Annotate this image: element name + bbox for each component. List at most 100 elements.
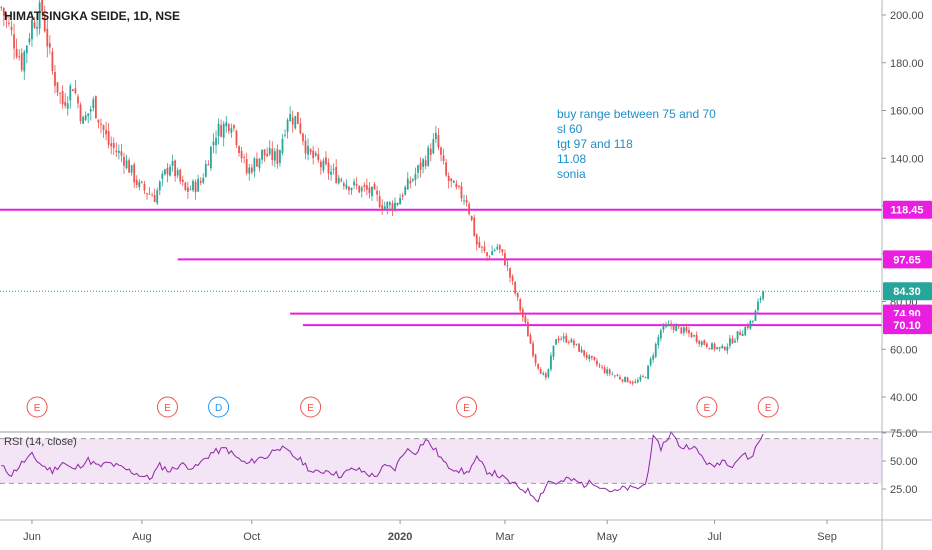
candle-body	[458, 185, 460, 187]
candle-body	[565, 335, 568, 343]
event-marker[interactable]: D	[208, 396, 230, 418]
candle-body	[399, 197, 401, 205]
candle-body	[284, 135, 286, 136]
candle-body	[728, 338, 731, 347]
candle-body	[48, 43, 51, 48]
candle-body	[184, 182, 187, 191]
event-marker[interactable]: E	[26, 396, 48, 418]
candle-body	[455, 183, 458, 188]
candle-body	[629, 381, 632, 383]
candle-body	[105, 129, 107, 135]
candle-body	[281, 138, 284, 154]
candle-body	[268, 148, 271, 155]
candle-body	[258, 158, 261, 168]
candle-body	[312, 150, 315, 159]
rsi-tick-label: 50.00	[890, 456, 918, 468]
candle-body	[243, 157, 246, 158]
candle-body	[140, 181, 143, 183]
event-marker[interactable]: E	[696, 396, 718, 418]
candle-body	[304, 140, 307, 154]
candle-body	[355, 183, 358, 186]
annotation-line: sl 60	[557, 122, 583, 136]
time-tick-label: May	[597, 531, 618, 543]
candle-body	[427, 147, 430, 166]
price-tag	[883, 316, 932, 335]
annotation-line: buy range between 75 and 70	[557, 107, 716, 121]
candle-body	[161, 173, 164, 179]
horizontal-levels[interactable]	[0, 208, 882, 327]
candle-body	[296, 112, 299, 124]
candle-body	[404, 186, 407, 195]
candle-body	[107, 131, 110, 145]
candle-body	[547, 369, 550, 377]
candle-body	[115, 150, 118, 153]
event-marker[interactable]: E	[156, 396, 178, 418]
candle-body	[13, 34, 15, 49]
price-tag-label: 118.45	[890, 205, 923, 217]
candle-body	[649, 358, 652, 366]
candle-body	[102, 125, 105, 130]
candle-body	[639, 376, 642, 381]
candle-body	[66, 103, 69, 109]
candle-body	[100, 123, 102, 125]
event-circle	[300, 396, 322, 418]
candle-body	[516, 292, 519, 298]
candle-body	[721, 345, 724, 349]
candle-body	[194, 181, 197, 193]
candle-body	[665, 325, 667, 327]
candle-body	[534, 354, 537, 364]
rsi-tick-label: 75.00	[890, 428, 918, 440]
candle-body	[432, 139, 435, 154]
candle-body	[74, 88, 77, 94]
candle-body	[253, 158, 256, 172]
candle-body	[340, 179, 343, 182]
candle-body	[654, 344, 657, 357]
candle-body	[54, 72, 56, 86]
candle-body	[286, 120, 289, 132]
candle-body	[8, 22, 10, 24]
candle-body	[409, 180, 412, 184]
candle-body	[18, 56, 21, 58]
candle-body	[690, 332, 693, 338]
candle-body	[179, 169, 182, 182]
candle-body	[680, 327, 683, 334]
candle-body	[332, 168, 335, 171]
candle-body	[524, 316, 527, 323]
candle-body	[511, 276, 514, 281]
candle-body	[731, 338, 734, 344]
rsi-pane[interactable]: 75.00 50.00 25.00 RSI (14, close)	[0, 428, 918, 503]
candle-body	[498, 244, 501, 250]
candle-body	[117, 150, 120, 153]
event-marker[interactable]: E	[300, 396, 322, 418]
candle-body	[667, 324, 670, 326]
rsi-label: RSI (14, close)	[4, 436, 77, 448]
candle-body	[465, 200, 468, 203]
candle-body	[135, 179, 138, 186]
candle-body	[585, 354, 588, 358]
candle-body	[299, 123, 302, 134]
candle-body	[363, 184, 366, 187]
event-circle	[456, 396, 478, 418]
candle-body	[120, 151, 123, 156]
rsi-line	[1, 430, 764, 503]
candle-body	[230, 128, 233, 133]
event-marker[interactable]: E	[456, 396, 478, 418]
candle-body	[762, 291, 765, 299]
candle-body	[360, 187, 363, 192]
candle-body	[31, 19, 33, 40]
candle-body	[677, 324, 680, 327]
candle-body	[25, 45, 28, 53]
price-tick-label: 40.00	[890, 392, 918, 404]
candle-body	[537, 363, 540, 369]
event-marker[interactable]: E	[757, 396, 779, 418]
candle-body	[685, 327, 688, 332]
candle-body	[496, 246, 499, 250]
candle-body	[468, 204, 471, 214]
candle-body	[652, 355, 655, 360]
candle-body	[256, 158, 258, 167]
candle-body	[424, 160, 427, 167]
candle-body	[590, 355, 593, 358]
candle-body	[570, 339, 573, 343]
